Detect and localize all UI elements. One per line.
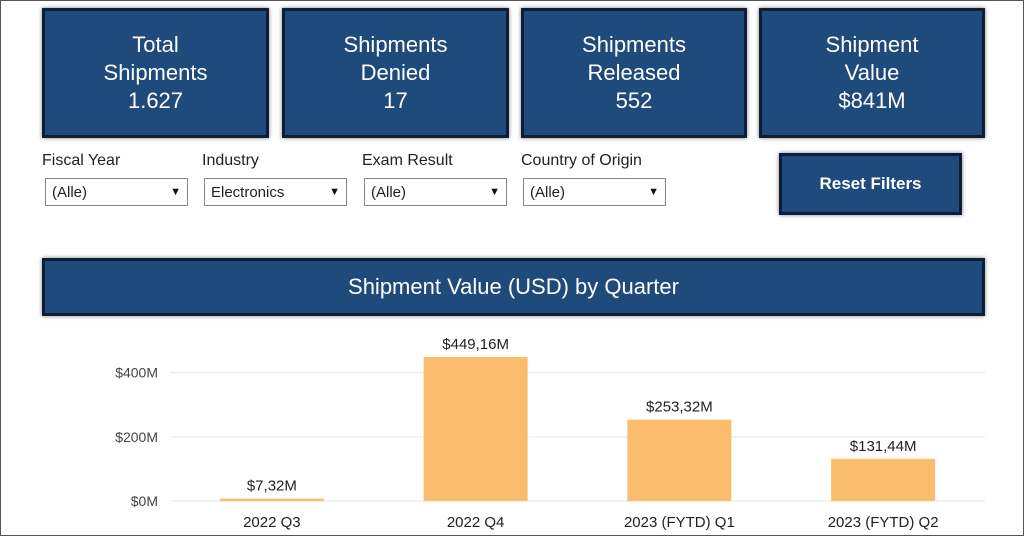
bar[interactable] — [831, 458, 936, 501]
reset-filters-button[interactable]: Reset Filters — [779, 153, 962, 215]
bar[interactable] — [627, 419, 732, 501]
kpi-label: Shipments — [343, 32, 448, 57]
bar[interactable] — [219, 498, 324, 501]
kpi-label: Total — [132, 32, 179, 57]
select-value: (Alle) — [530, 183, 566, 201]
kpi-label: Denied — [360, 60, 431, 85]
kpi-value: 1.627 — [127, 88, 184, 113]
select-value: Electronics — [211, 183, 285, 201]
y-tick-label: $0M — [131, 493, 158, 509]
caret-down-icon: ▼ — [648, 186, 659, 198]
kpi-value: 552 — [615, 88, 653, 113]
kpi-label: Released — [587, 60, 681, 85]
x-tick-label: 2022 Q4 — [447, 514, 505, 531]
kpi-shipments-released: Shipments Released 552 — [521, 8, 747, 138]
bar-chart: $0M $200M $400M $7,32M 2022 Q3 $449,16M 2022 Q… — [115, 336, 985, 531]
filter-label-fiscal-year: Fiscal Year — [42, 152, 121, 169]
filter-label-country-of-origin: Country of Origin — [521, 152, 642, 169]
bar-value-label: $253,32M — [646, 399, 713, 416]
fiscal-year-select[interactable]: (Alle) ▼ — [45, 178, 188, 206]
x-tick-label: 2022 Q3 — [243, 514, 301, 531]
chart-title: Shipment Value (USD) by Quarter — [42, 258, 985, 316]
country-of-origin-select[interactable]: (Alle) ▼ — [523, 178, 666, 206]
kpi-label: Shipments — [103, 60, 208, 85]
bar-value-label: $7,32M — [247, 478, 297, 495]
x-tick-label: 2023 (FYTD) Q2 — [828, 514, 939, 531]
bar[interactable] — [423, 356, 528, 501]
select-value: (Alle) — [52, 183, 88, 201]
industry-select[interactable]: Electronics ▼ — [204, 178, 347, 206]
kpi-shipment-value: Shipment Value $841M — [759, 8, 985, 138]
kpi-total-shipments: Total Shipments 1.627 — [42, 8, 269, 138]
x-tick-label: 2023 (FYTD) Q1 — [624, 514, 735, 531]
caret-down-icon: ▼ — [170, 186, 181, 198]
kpi-shipments-denied: Shipments Denied 17 — [282, 8, 509, 138]
exam-result-select[interactable]: (Alle) ▼ — [364, 178, 507, 206]
bar-value-label: $449,16M — [442, 336, 509, 353]
kpi-value: $841M — [838, 88, 906, 113]
y-tick-label: $200M — [115, 429, 158, 445]
caret-down-icon: ▼ — [489, 186, 500, 198]
filter-label-exam-result: Exam Result — [362, 152, 453, 169]
kpi-label: Value — [844, 60, 900, 85]
kpi-label: Shipments — [582, 32, 686, 57]
y-tick-label: $400M — [115, 365, 158, 381]
kpi-value: 17 — [383, 88, 408, 113]
kpi-label: Shipment — [825, 32, 919, 57]
bar-value-label: $131,44M — [850, 438, 917, 455]
caret-down-icon: ▼ — [329, 186, 340, 198]
filter-label-industry: Industry — [202, 152, 259, 169]
select-value: (Alle) — [371, 183, 407, 201]
